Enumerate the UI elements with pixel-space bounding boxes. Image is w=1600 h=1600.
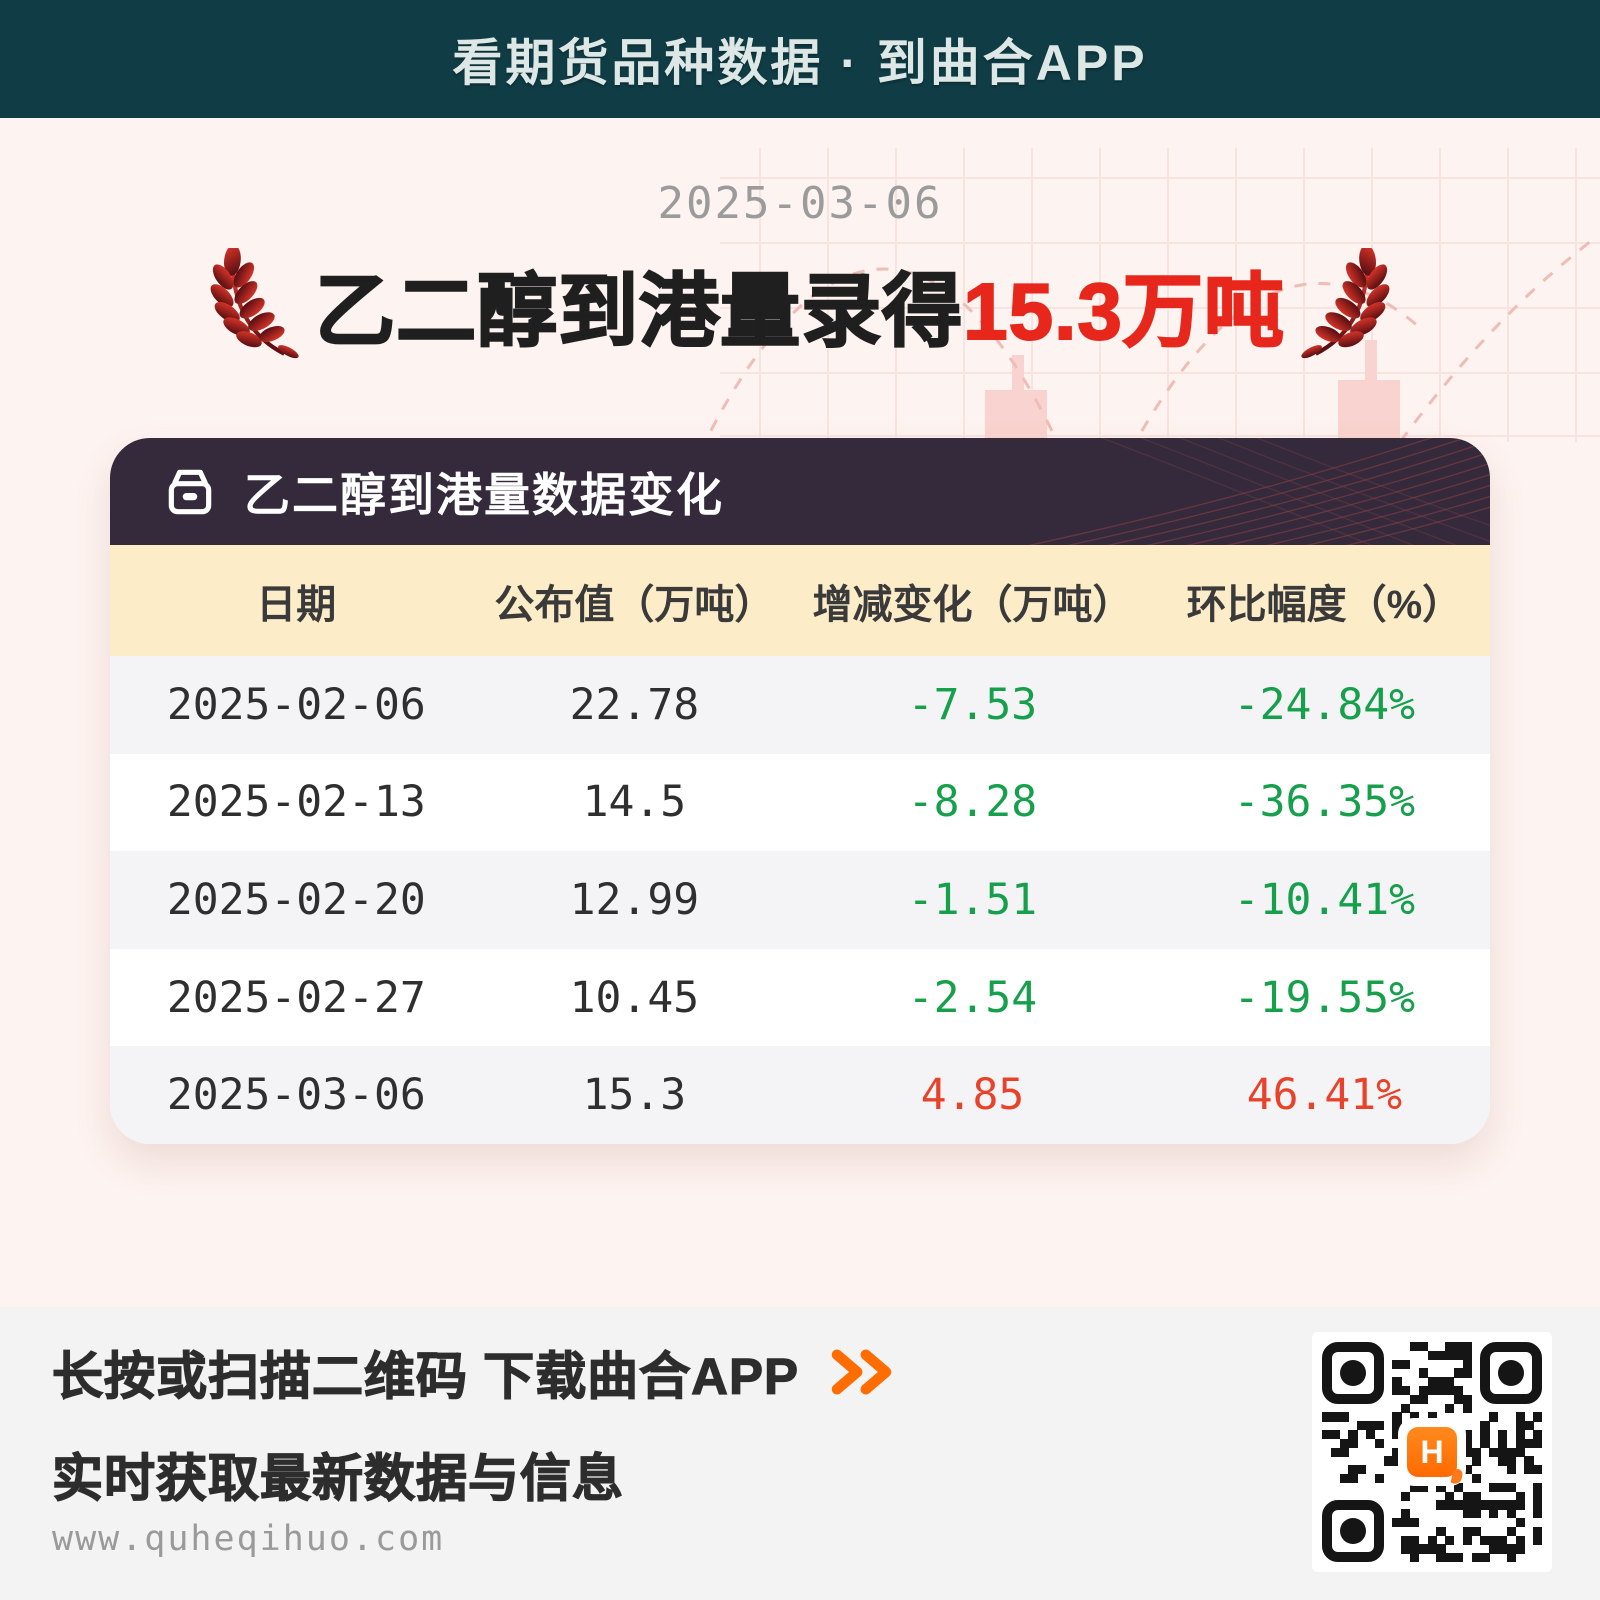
archive-box-icon [168,469,212,514]
table-row: 2025-02-06 22.78 -7.53 -24.84% [110,656,1490,754]
cell-date: 2025-02-20 [166,874,426,925]
double-chevron-icon [831,1349,892,1395]
card-header: 乙二醇到港量数据变化 [110,438,1490,545]
wheat-ear-icon [1301,248,1390,359]
cta-line1-text: 长按或扫描二维码 下载曲合APP [51,1347,800,1405]
table-row: 2025-02-27 10.45 -2.54 -19.55% [110,948,1490,1047]
footer: 长按或扫描二维码 下载曲合APP 实时获取最新数据与信息 www.quheqih… [0,1307,1600,1600]
column-header-date: 日期 [256,582,337,627]
cell-date: 2025-02-13 [166,777,426,828]
column-header-pct: 环比幅度（%） [1186,582,1463,627]
cta-line1: 长按或扫描二维码 下载曲合APP [51,1335,897,1409]
data-card: 乙二醇到港量数据变化 日期 公布值（万吨） 增减变化（万吨） 环比幅度（%） 2… [110,438,1490,1144]
table-row: 2025-02-20 12.99 -1.51 -10.41% [110,851,1490,949]
cell-value: 22.78 [569,679,700,730]
cell-pct: -24.84% [1233,679,1415,730]
cell-change: 4.85 [920,1070,1025,1121]
table-row: 2025-03-06 15.3 4.85 46.41% [110,1046,1490,1144]
qr-modules [1322,1342,1543,1563]
table-body: 2025-02-06 22.78 -7.53 -24.84% 2025-02-1… [110,656,1490,1144]
qr-code: H [1312,1332,1552,1572]
cell-date: 2025-02-27 [166,972,426,1023]
wheat-ear-icon [210,248,299,359]
cta-line2: 实时获取最新数据与信息 [51,1437,625,1511]
headline-row: 乙二醇到港量录得15.3万吨 [0,240,1600,370]
qr-center-logo: H [1400,1420,1464,1485]
cell-value: 14.5 [582,777,687,828]
headline-black: 乙二醇到港量录得 [314,266,964,357]
cell-change: -2.54 [907,972,1038,1023]
cell-pct: 46.41% [1246,1070,1403,1121]
qr-logo-letter: H [1407,1427,1457,1477]
cell-value: 15.3 [582,1070,687,1121]
headline-red-value: 15.3万吨 [962,266,1285,357]
column-header-change: 增减变化（万吨） [812,582,1133,627]
cell-pct: -10.41% [1233,874,1415,925]
cell-change: -7.53 [907,679,1038,730]
column-header-value: 公布值（万吨） [494,582,775,627]
top-bar: 看期货品种数据 · 到曲合APP [0,0,1600,118]
report-date: 2025-03-06 [657,178,943,229]
headline: 乙二醇到港量录得15.3万吨 [314,247,1285,363]
qr-finder-bottom-left [1322,1500,1384,1562]
top-bar-title: 看期货品种数据 · 到曲合APP [452,35,1148,91]
cell-value: 10.45 [569,972,700,1023]
cta-line2-text: 实时获取最新数据与信息 [51,1449,625,1507]
cell-date: 2025-03-06 [166,1070,426,1121]
cell-date: 2025-02-06 [166,679,426,730]
card-title: 乙二醇到港量数据变化 [244,468,724,521]
cell-pct: -19.55% [1233,972,1415,1023]
table-row: 2025-02-13 14.5 -8.28 -36.35% [110,753,1490,852]
card-header-curves-decoration [1027,438,1490,545]
cell-change: -1.51 [907,874,1038,925]
qr-finder-top-left [1322,1342,1384,1404]
table-header-row: 日期 公布值（万吨） 增减变化（万吨） 环比幅度（%） [110,545,1490,656]
qr-finder-top-right [1480,1342,1542,1404]
website-url: www.quheqihuo.com [52,1519,445,1559]
cell-pct: -36.35% [1233,777,1415,828]
cell-change: -8.28 [907,777,1038,828]
cell-value: 12.99 [569,874,700,925]
